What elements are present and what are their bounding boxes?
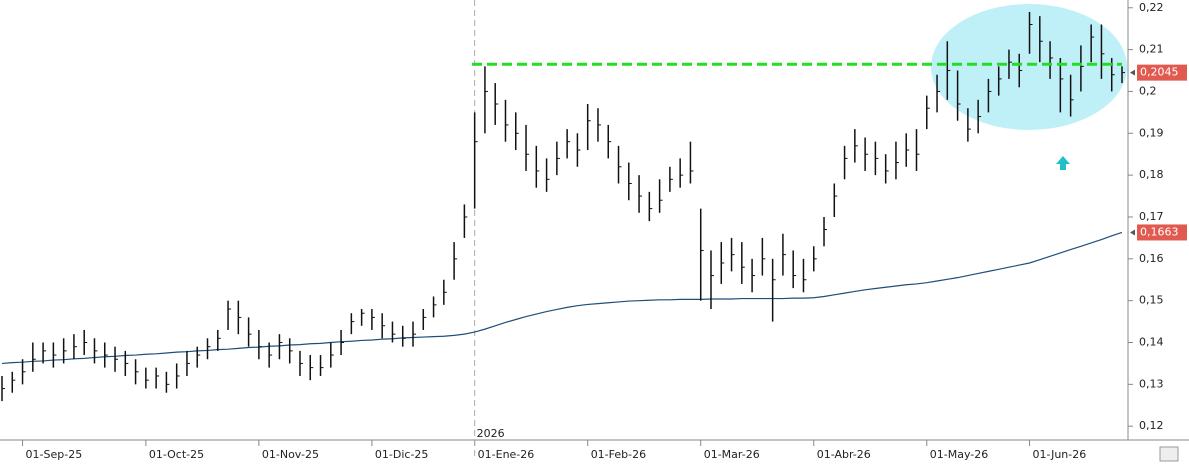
x-tick-label: 01-Oct-25 <box>149 448 204 461</box>
x-tick-label: 01-Mar-26 <box>704 448 760 461</box>
price-label: 0,2045 <box>1140 66 1179 79</box>
y-tick-label: 0,18 <box>1139 168 1164 181</box>
year-label: 2026 <box>477 427 505 440</box>
price-label-box <box>1137 64 1187 81</box>
corner-icon <box>1159 446 1179 462</box>
y-tick-label: 0,14 <box>1139 336 1164 349</box>
moving-average <box>1 231 1123 365</box>
x-tick-label: 01-Ene-26 <box>478 448 535 461</box>
x-tick-label: 01-May-26 <box>930 448 988 461</box>
highlight-ellipse <box>931 4 1127 130</box>
y-tick-label: 0,12 <box>1139 419 1164 432</box>
x-tick-label: 01-Sep-25 <box>26 448 83 461</box>
y-tick-label: 0,17 <box>1139 210 1164 223</box>
price-label: 0,1663 <box>1140 225 1179 238</box>
y-tick-label: 0,22 <box>1139 1 1164 14</box>
x-tick-label: 01-Dic-25 <box>375 448 429 461</box>
x-tick-label: 01-Abr-26 <box>817 448 871 461</box>
price-pointer <box>1130 69 1135 76</box>
x-tick-label: 01-Jun-26 <box>1033 448 1087 461</box>
x-tick-label: 01-Nov-25 <box>262 448 319 461</box>
arrow-icon <box>1056 156 1070 170</box>
y-tick-label: 0,19 <box>1139 126 1164 139</box>
y-tick-label: 0,13 <box>1139 377 1164 390</box>
y-tick-label: 0,16 <box>1139 252 1164 265</box>
y-tick-label: 0,21 <box>1139 43 1164 56</box>
price-pointer <box>1130 229 1135 236</box>
y-tick-label: 0,15 <box>1139 294 1164 307</box>
y-tick-label: 0,2 <box>1139 84 1157 97</box>
price-label-box <box>1137 224 1187 241</box>
x-tick-label: 01-Feb-26 <box>591 448 646 461</box>
